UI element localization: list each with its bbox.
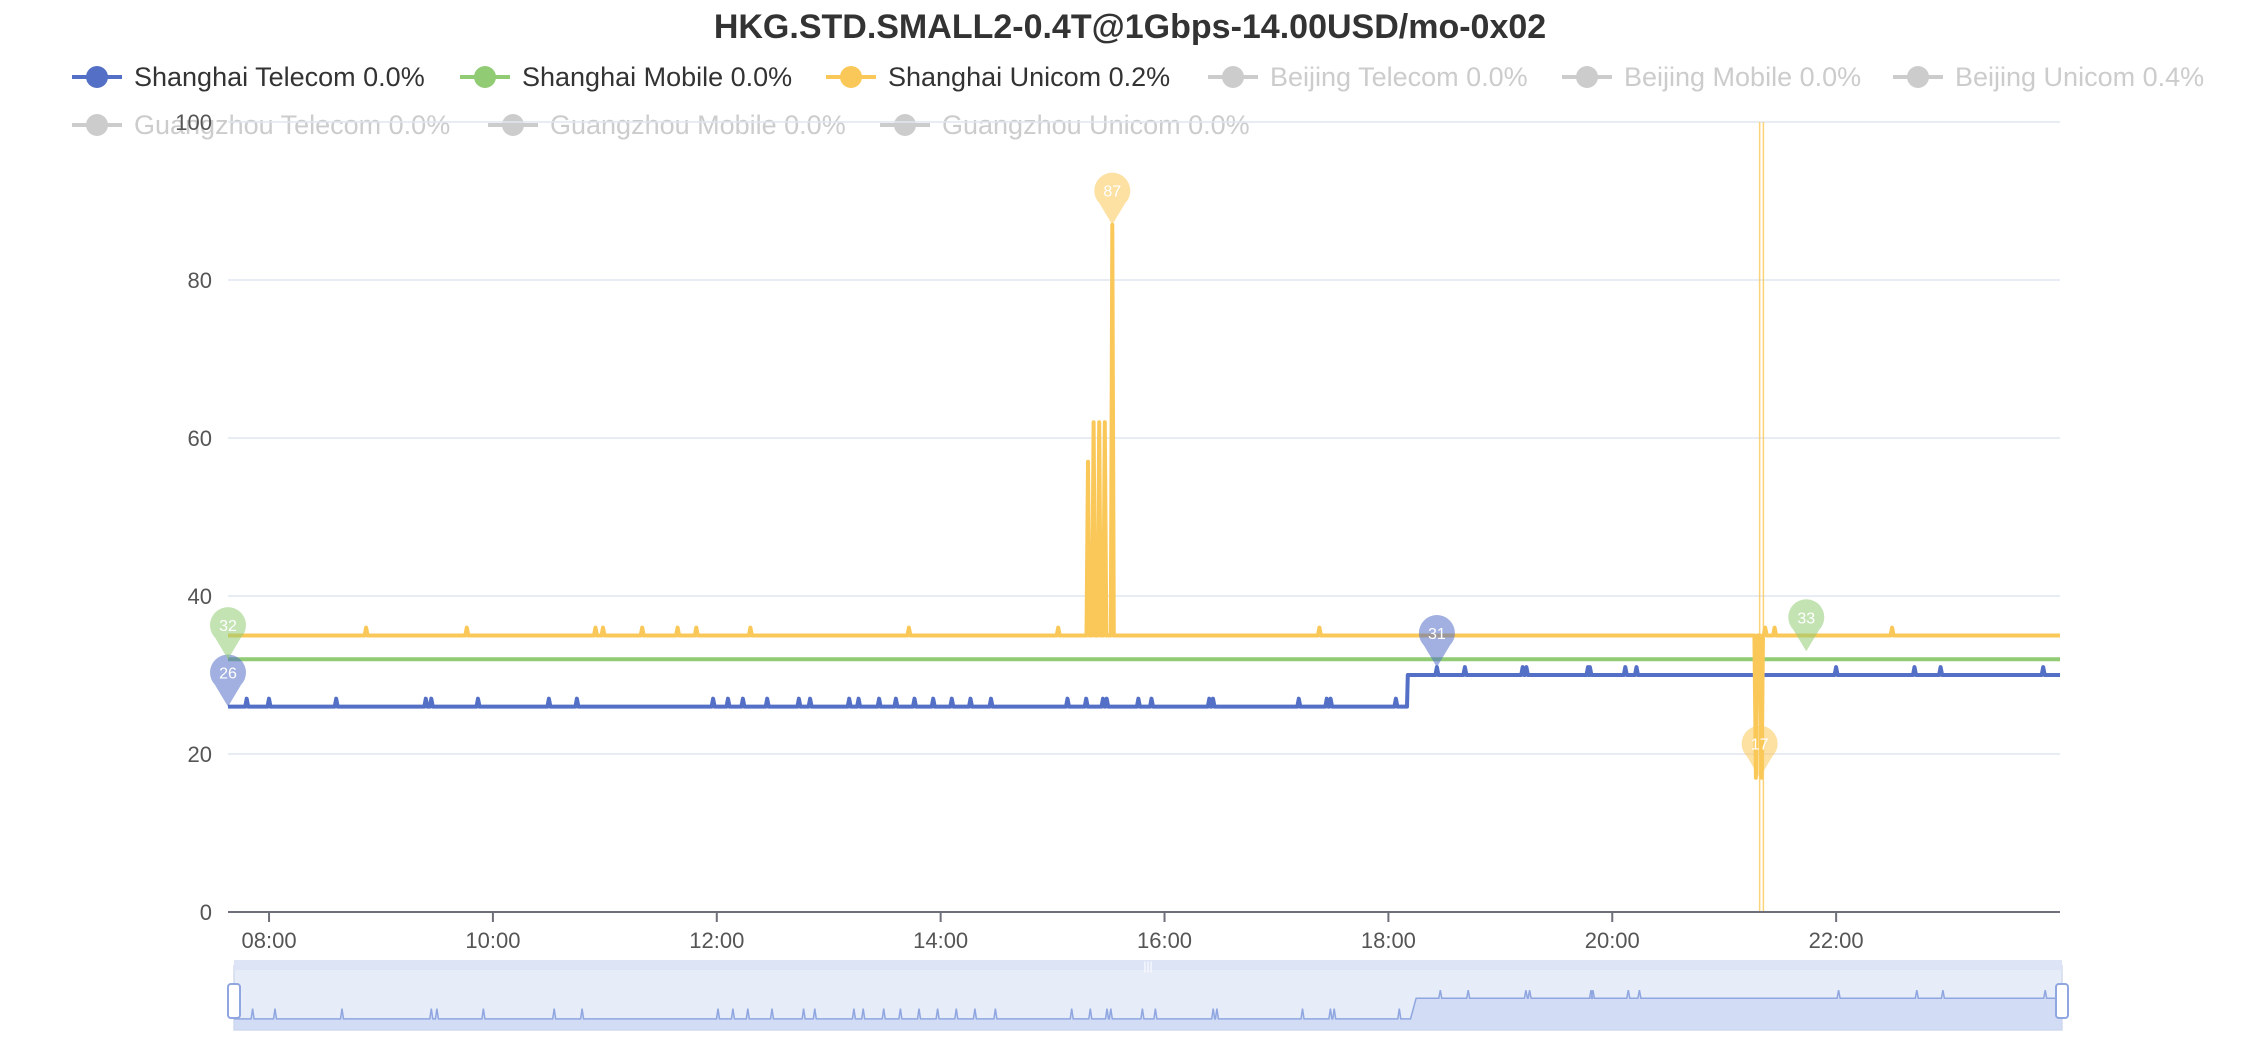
axes: 0 20 40 60 80 100 08:00 10:00 12:00 14:00 16:00 18:… [175, 110, 2060, 953]
y-tick-label: 60 [188, 426, 212, 451]
zoom-grip-icon[interactable]: ||| [1143, 959, 1152, 973]
y-tick-label: 80 [188, 268, 212, 293]
value-pin: 32 [210, 607, 246, 660]
legend-symbol [1907, 66, 1929, 88]
legend-symbol [86, 66, 108, 88]
x-tick-label: 10:00 [465, 928, 520, 953]
pin-label: 26 [219, 666, 237, 683]
x-tick-label: 12:00 [689, 928, 744, 953]
legend-symbol [894, 114, 916, 136]
y-tick-label: 40 [188, 584, 212, 609]
zoom-preview-line [234, 989, 2062, 1020]
legend-label: Shanghai Telecom 0.0% [134, 62, 425, 92]
x-tick-label: 14:00 [913, 928, 968, 953]
series-line [228, 222, 2060, 780]
legend-item[interactable]: Shanghai Telecom 0.0% [72, 62, 425, 92]
legend-label: Shanghai Mobile 0.0% [522, 62, 792, 92]
legend-label: Beijing Mobile 0.0% [1624, 62, 1861, 92]
y-tick-label: 100 [175, 110, 212, 135]
x-tick-label: 08:00 [242, 928, 297, 953]
zoom-move-bar[interactable] [234, 960, 2062, 970]
pin-shape [1788, 599, 1825, 652]
legend-label: Guangzhou Unicom 0.0% [942, 110, 1250, 140]
pin-shape [210, 607, 246, 660]
value-pin: 31 [1418, 615, 1455, 668]
x-tick-label: 18:00 [1361, 928, 1416, 953]
legend: Shanghai Telecom 0.0% Shanghai Mobile 0.0… [72, 62, 2204, 140]
legend-item[interactable]: Beijing Mobile 0.0% [1562, 62, 1861, 92]
series-line [228, 665, 2060, 709]
legend-label: Guangzhou Telecom 0.0% [134, 110, 450, 140]
legend-item[interactable]: Guangzhou Unicom 0.0% [880, 110, 1250, 140]
pin-shape [210, 654, 246, 707]
zoom-handle-left[interactable] [227, 983, 241, 1019]
legend-item[interactable]: Guangzhou Mobile 0.0% [488, 110, 846, 140]
legend-item[interactable]: Shanghai Unicom 0.2% [826, 62, 1170, 92]
legend-item[interactable]: Beijing Unicom 0.4% [1893, 62, 2204, 92]
value-pin: 87 [1094, 172, 1131, 225]
chart-title: HKG.STD.SMALL2-0.4T@1Gbps-14.00USD/mo-0x… [714, 8, 1546, 46]
y-tick-label: 20 [188, 742, 212, 767]
legend-symbol [502, 114, 524, 136]
legend-label: Beijing Unicom 0.4% [1955, 62, 2204, 92]
legend-symbol [1222, 66, 1244, 88]
legend-symbol [86, 114, 108, 136]
pin-shape [1741, 725, 1778, 778]
data-zoom-slider[interactable]: ||| [227, 959, 2069, 1031]
value-pin: 17 [1741, 725, 1778, 778]
series-lines [228, 222, 2060, 780]
legend-item[interactable]: Shanghai Mobile 0.0% [460, 62, 792, 92]
legend-symbol [474, 66, 496, 88]
value-pin: 33 [1788, 599, 1825, 652]
zoom-handle-right[interactable] [2055, 983, 2069, 1019]
zoom-preview-area [234, 990, 2062, 1030]
value-pin: 26 [210, 654, 246, 707]
legend-symbol [1576, 66, 1598, 88]
pin-shape [1418, 615, 1455, 668]
legend-label: Beijing Telecom 0.0% [1270, 62, 1528, 92]
pin-label: 33 [1797, 610, 1815, 627]
x-tick-label: 22:00 [1809, 928, 1864, 953]
legend-symbol [840, 66, 862, 88]
pin-label: 87 [1103, 184, 1121, 201]
pin-label: 32 [219, 618, 237, 635]
legend-item[interactable]: Guangzhou Telecom 0.0% [72, 110, 450, 140]
y-tick-label: 0 [200, 900, 212, 925]
vertical-markers [1758, 122, 1765, 912]
legend-label: Guangzhou Mobile 0.0% [550, 110, 846, 140]
legend-label: Shanghai Unicom 0.2% [888, 62, 1170, 92]
legend-item[interactable]: Beijing Telecom 0.0% [1208, 62, 1528, 92]
x-tick-label: 20:00 [1585, 928, 1640, 953]
pin-shape [1094, 172, 1131, 225]
pin-label: 31 [1428, 626, 1446, 643]
min-max-markers: 26 31 32 33 17 87 [210, 172, 1825, 778]
pin-label: 17 [1751, 737, 1769, 754]
x-tick-label: 16:00 [1137, 928, 1192, 953]
